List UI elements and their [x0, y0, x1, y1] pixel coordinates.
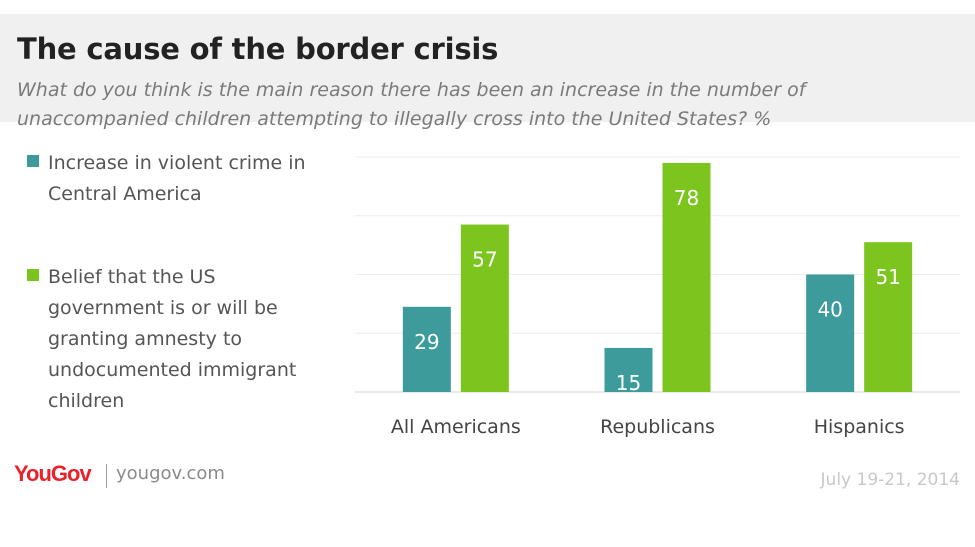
yougov-logo: YouGov — [14, 461, 92, 486]
chart-title: The cause of the border crisis — [17, 32, 499, 66]
data-label: 29 — [414, 330, 439, 354]
data-label: 15 — [616, 371, 641, 395]
x-tick-label: Republicans — [600, 416, 715, 438]
data-label: 57 — [472, 248, 497, 272]
site-url: yougov.com — [116, 463, 225, 484]
data-label: 51 — [875, 265, 900, 289]
data-label: 78 — [674, 186, 699, 210]
logo-divider — [106, 464, 107, 488]
chart-subtitle: What do you think is the main reason the… — [17, 79, 806, 130]
legend-swatch-teal — [27, 155, 39, 167]
bar-violent-crime — [604, 347, 653, 392]
data-label: 40 — [817, 298, 842, 322]
legend-label-violent-crime: Increase in violent crime in Central Ame… — [48, 152, 306, 205]
bar-amnesty — [662, 162, 711, 392]
survey-date: July 19-21, 2014 — [820, 470, 960, 490]
bar-amnesty — [864, 242, 913, 392]
bar-amnesty — [460, 224, 509, 392]
bar-violent-crime — [402, 306, 451, 392]
legend-label-amnesty: Belief that the US government is or will… — [48, 266, 297, 412]
x-tick-label: Hispanics — [814, 416, 905, 438]
bar-violent-crime — [806, 274, 855, 392]
x-tick-label: All Americans — [391, 416, 521, 438]
legend-swatch-green — [27, 269, 39, 281]
header-band: The cause of the border crisis What do y… — [0, 14, 975, 130]
